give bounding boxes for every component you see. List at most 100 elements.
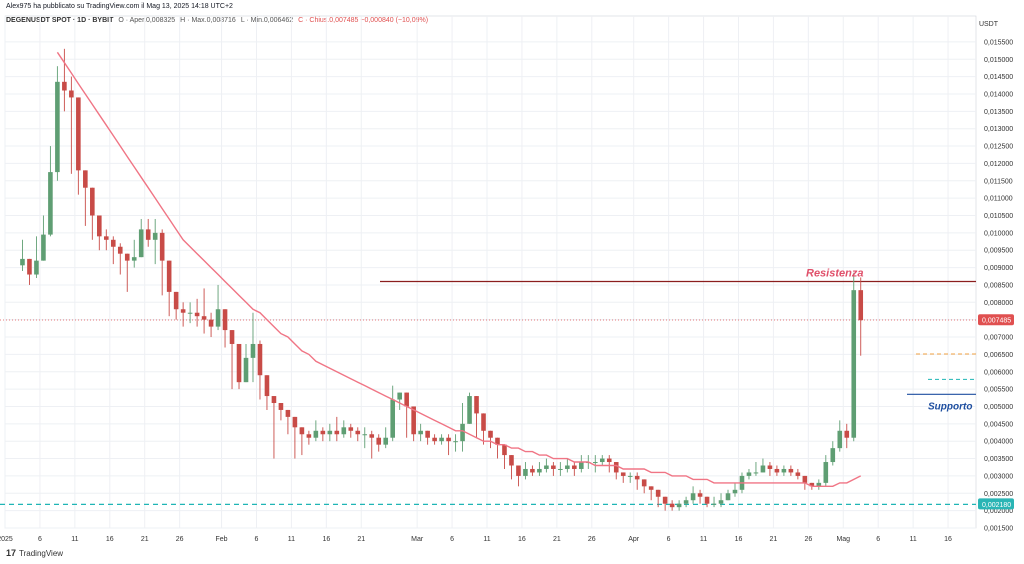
y-tick-label: 0,013000: [984, 126, 1013, 133]
candle-body: [278, 403, 284, 410]
candle-body: [34, 260, 39, 275]
candle-body: [606, 458, 612, 463]
candle-body: [753, 472, 759, 474]
candle-body: [425, 430, 430, 438]
candle-body: [376, 437, 382, 445]
candle-body: [271, 396, 277, 403]
candle-body: [481, 413, 486, 431]
candle-body: [292, 416, 298, 428]
candle-body: [159, 232, 165, 261]
tradingview-footer[interactable]: 17 TradingView: [6, 548, 63, 558]
candle-body: [634, 475, 640, 480]
candle-body: [62, 81, 67, 91]
candle-body: [27, 258, 32, 275]
candle-body: [131, 257, 137, 261]
ohlc-low: L · Min.0,006462: [240, 17, 294, 24]
candle-body: [355, 430, 361, 435]
candle-body: [76, 97, 81, 171]
candle-body: [124, 253, 130, 261]
candle-body: [711, 503, 717, 505]
moving-average-line: [56, 51, 862, 487]
x-tick-label: Feb: [216, 536, 228, 543]
y-tick-label: 0,002500: [984, 491, 1013, 498]
y-tick-label: 0,005500: [984, 387, 1013, 394]
resistance-label: Resistenza: [806, 267, 863, 279]
y-tick-label: 0,004000: [984, 439, 1013, 446]
candle-body: [166, 260, 172, 292]
x-tick-label: Mag: [836, 536, 850, 543]
currency-label: USDT: [978, 21, 998, 28]
candle-body: [250, 343, 256, 358]
y-tick-label: 0,013500: [984, 109, 1013, 116]
candle-body: [767, 465, 773, 469]
time-axis: 2025 6 11 16 21 26 Feb 6 11 16 21 Mar 6 11 16 21 26 Apr 6 1…: [0, 536, 952, 543]
x-tick-label: 16: [944, 536, 952, 543]
candle-body: [83, 170, 88, 188]
candle-body: [152, 232, 158, 240]
x-tick-label: 26: [804, 536, 812, 543]
candle-body: [495, 437, 500, 445]
candle-body: [823, 462, 829, 483]
candle-body: [208, 319, 214, 327]
candle-body: [215, 309, 221, 327]
ohlc-open: O · Aper.0,008325: [118, 17, 176, 24]
x-tick-label: 11: [483, 536, 490, 543]
candle-body: [194, 312, 200, 317]
candle-body: [257, 343, 263, 376]
candle-body: [117, 246, 123, 254]
candle-body: [55, 81, 60, 173]
candle-body: [439, 437, 444, 442]
candle-body: [579, 462, 584, 469]
x-tick-label: 11: [909, 536, 916, 543]
y-tick-label: 0,012000: [984, 161, 1013, 168]
publisher-line: Alex975 ha pubblicato su TradingView.com…: [6, 3, 233, 10]
candle-body: [662, 496, 668, 504]
candle-body: [565, 465, 570, 469]
candle-body: [264, 375, 270, 397]
candle-body: [103, 236, 109, 240]
candle-body: [299, 427, 305, 435]
candle-body: [488, 430, 493, 438]
candle-body: [145, 229, 151, 240]
candle-body: [90, 187, 95, 216]
y-tick-label: 0,014500: [984, 74, 1013, 81]
x-tick-label: 26: [588, 536, 596, 543]
candle-body: [334, 430, 340, 435]
low-price-tag: [978, 498, 1014, 510]
y-tick-label: 0,008000: [984, 300, 1013, 307]
candle-body: [613, 462, 619, 473]
x-tick-label: 6: [255, 536, 259, 543]
y-tick-label: 0,003000: [984, 473, 1013, 480]
y-tick-label: 0,006000: [984, 369, 1013, 376]
candle-body: [362, 434, 368, 436]
candle-body: [648, 486, 654, 490]
candle-body: [781, 468, 787, 473]
current-price-label: 0,007485: [982, 318, 1011, 325]
candle-body: [830, 448, 836, 463]
tradingview-brand: TradingView: [19, 548, 64, 558]
candle-body: [844, 430, 850, 438]
candle-body: [110, 239, 116, 247]
candle-body: [732, 489, 738, 494]
candle-body: [474, 396, 479, 414]
candle-body: [725, 493, 731, 501]
price-axis: 0,015500 0,015000 0,014500 0,014000 0,013500…: [984, 39, 1013, 532]
low-price-label: 0,002180: [982, 502, 1011, 509]
candle-body: [369, 434, 375, 438]
y-tick-label: 0,005000: [984, 404, 1013, 411]
candle-body: [558, 468, 563, 470]
candle-body: [530, 468, 535, 473]
x-tick-label: 6: [667, 536, 671, 543]
candle-body: [746, 472, 752, 476]
candle-body: [523, 468, 528, 476]
candle-body: [97, 215, 102, 237]
candle-body: [795, 472, 801, 476]
candle-body: [641, 479, 647, 487]
candle-body: [411, 406, 416, 435]
y-tick-label: 0,012500: [984, 144, 1013, 151]
candle-body: [285, 409, 291, 417]
symbol-ticker[interactable]: DEGENUSDT SPOT · 1D · BYBIT: [6, 17, 114, 24]
candle-body: [592, 462, 598, 464]
